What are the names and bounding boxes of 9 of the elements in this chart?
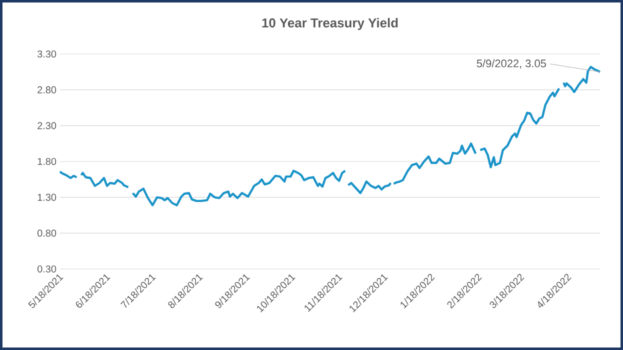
y-tick-label: 2.30 xyxy=(38,122,56,130)
y-tick-label: 2.80 xyxy=(38,86,56,94)
chart-title: 10 Year Treasury Yield xyxy=(262,18,398,30)
y-tick-label: 1.30 xyxy=(38,194,56,201)
annotation: 5/9/2022, 3.05 xyxy=(476,59,546,69)
y-tick-label: 1.80 xyxy=(38,158,56,166)
y-tick-label: 0.80 xyxy=(37,230,56,237)
y-tick-label: 3.30 xyxy=(37,50,56,58)
y-tick-label: 0.30 xyxy=(37,265,56,273)
